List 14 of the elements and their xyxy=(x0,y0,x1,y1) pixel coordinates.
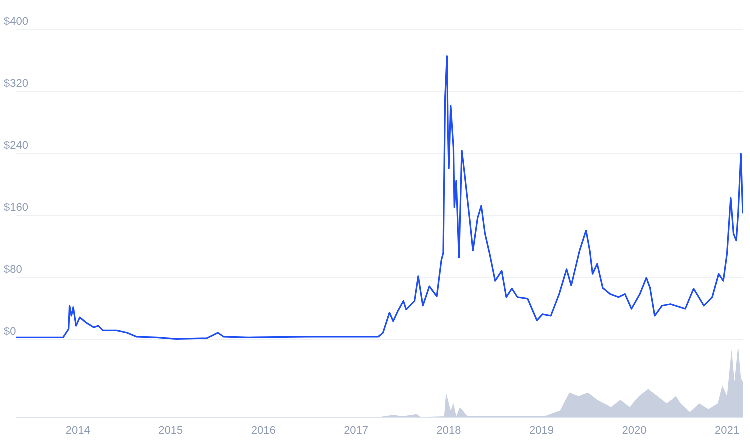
y-tick-label: $240 xyxy=(4,140,28,152)
x-tick-label: 2021 xyxy=(714,424,740,437)
x-tick-label: 2018 xyxy=(436,424,462,437)
y-tick-label: $320 xyxy=(4,78,28,90)
x-tick-label: 2017 xyxy=(344,424,369,437)
y-tick-label: $80 xyxy=(4,264,22,276)
x-tick-label: 2014 xyxy=(66,424,90,437)
y-tick-label: $400 xyxy=(4,16,28,28)
x-tick-label: 2020 xyxy=(622,424,647,437)
x-tick-label: 2019 xyxy=(530,424,554,437)
x-tick-label: 2015 xyxy=(158,424,184,437)
y-tick-label: $160 xyxy=(4,202,28,214)
y-tick-label: $0 xyxy=(4,326,16,338)
x-tick-label: 2016 xyxy=(251,424,276,437)
